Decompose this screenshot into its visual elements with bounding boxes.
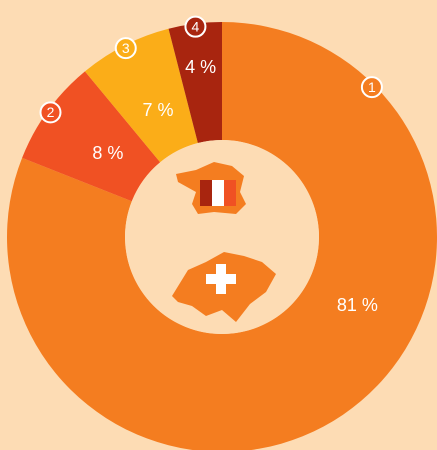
callout-circle <box>114 37 137 60</box>
switzerland-icon <box>172 252 276 322</box>
value-label: 4 % <box>185 57 216 77</box>
callout-number: 2 <box>47 104 55 120</box>
donut-slice <box>168 22 222 144</box>
value-label: 7 % <box>142 100 173 120</box>
callout-number: 4 <box>192 18 200 34</box>
callout-circle <box>39 101 62 124</box>
callout-circle <box>360 76 383 99</box>
value-label: 8 % <box>92 143 123 163</box>
callout-number: 1 <box>368 79 376 95</box>
donut-slice <box>7 22 437 450</box>
donut-hole <box>125 140 319 334</box>
value-label: 81 % <box>337 295 378 315</box>
callout-circle <box>184 15 207 38</box>
callout-number: 3 <box>122 40 130 56</box>
france-icon <box>176 162 246 214</box>
donut-slice <box>84 28 198 163</box>
